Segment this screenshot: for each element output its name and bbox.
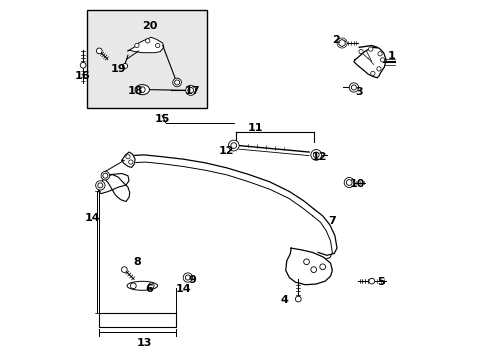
Circle shape (310, 267, 316, 273)
Polygon shape (265, 205, 317, 258)
Circle shape (336, 38, 346, 48)
Text: 20: 20 (142, 21, 157, 31)
Circle shape (187, 87, 193, 93)
Circle shape (346, 180, 351, 185)
Text: 7: 7 (328, 216, 336, 226)
Circle shape (122, 63, 127, 68)
Polygon shape (129, 155, 314, 216)
Circle shape (228, 140, 239, 151)
Text: 17: 17 (184, 86, 200, 96)
Circle shape (148, 283, 154, 289)
Circle shape (135, 43, 139, 48)
Ellipse shape (127, 281, 157, 290)
Circle shape (358, 49, 363, 54)
Text: 19: 19 (110, 64, 126, 74)
Polygon shape (128, 37, 163, 53)
Text: 10: 10 (349, 179, 365, 189)
Text: 3: 3 (355, 87, 362, 97)
Polygon shape (285, 248, 332, 285)
Polygon shape (338, 40, 345, 46)
Circle shape (155, 43, 160, 48)
Polygon shape (353, 47, 386, 78)
Circle shape (230, 143, 236, 148)
Text: 9: 9 (188, 275, 196, 285)
Circle shape (368, 278, 374, 284)
Polygon shape (122, 152, 135, 167)
Circle shape (313, 152, 319, 158)
Circle shape (310, 149, 321, 160)
Text: 12: 12 (218, 146, 234, 156)
Circle shape (102, 173, 108, 178)
Text: 14: 14 (84, 213, 100, 222)
Circle shape (98, 183, 102, 188)
Text: 8: 8 (133, 257, 141, 267)
Circle shape (125, 154, 130, 159)
Ellipse shape (135, 85, 149, 95)
Circle shape (96, 48, 102, 54)
Circle shape (351, 85, 356, 90)
Circle shape (80, 62, 86, 68)
Circle shape (101, 171, 109, 180)
Polygon shape (99, 174, 129, 194)
Circle shape (96, 181, 105, 190)
Text: 13: 13 (136, 338, 151, 348)
Text: 12: 12 (311, 152, 327, 162)
Text: 4: 4 (280, 295, 287, 305)
Circle shape (145, 39, 149, 43)
Polygon shape (312, 210, 336, 259)
Bar (86, 10, 206, 108)
Text: 14: 14 (175, 284, 191, 294)
Circle shape (128, 160, 133, 164)
Circle shape (183, 273, 192, 282)
Circle shape (377, 51, 382, 56)
Circle shape (139, 87, 145, 93)
Circle shape (348, 83, 358, 92)
Circle shape (380, 58, 384, 62)
Circle shape (319, 264, 325, 270)
Circle shape (376, 67, 380, 71)
Circle shape (172, 78, 181, 87)
Bar (99, 313, 176, 327)
Text: 6: 6 (145, 284, 153, 294)
Circle shape (344, 177, 353, 188)
Text: 5: 5 (376, 277, 384, 287)
Circle shape (174, 80, 179, 85)
Text: 18: 18 (127, 86, 142, 96)
Text: 11: 11 (247, 123, 263, 133)
Circle shape (121, 267, 127, 273)
Text: 2: 2 (331, 35, 339, 45)
Circle shape (295, 296, 301, 302)
Polygon shape (104, 175, 129, 202)
Circle shape (370, 71, 374, 76)
Text: 16: 16 (75, 71, 90, 81)
Text: 15: 15 (154, 114, 169, 124)
Circle shape (185, 85, 195, 95)
Circle shape (185, 275, 190, 280)
Circle shape (368, 47, 372, 51)
Circle shape (130, 283, 136, 289)
Text: 1: 1 (387, 51, 395, 61)
Circle shape (303, 259, 309, 265)
